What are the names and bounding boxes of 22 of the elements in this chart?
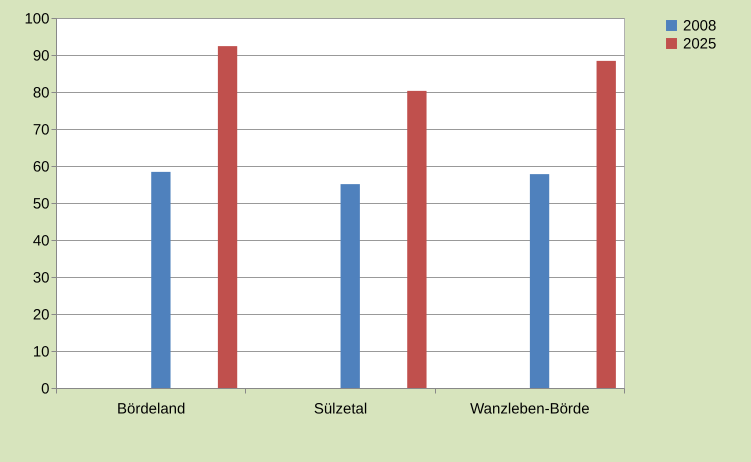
y-tick-label: 10 (32, 344, 50, 360)
legend-label: 2025 (683, 36, 716, 52)
y-tick-label: 80 (32, 84, 50, 102)
y-tick-label: 70 (32, 122, 50, 138)
y-tick-label: 30 (32, 270, 50, 286)
bar (218, 46, 238, 388)
bar (530, 174, 550, 388)
y-tick-label: 60 (32, 158, 50, 176)
bar (596, 60, 616, 388)
y-tick-label: 50 (32, 196, 50, 212)
bar (151, 172, 171, 388)
x-tick-label: Wanzleben-Börde (470, 400, 590, 418)
x-tick-label: Sülzetal (314, 400, 368, 418)
y-tick-label: 100 (24, 10, 50, 28)
y-tick-label: 20 (32, 306, 50, 324)
y-tick-label: 90 (32, 48, 50, 64)
bar (407, 90, 427, 388)
y-tick-label: 40 (32, 232, 50, 250)
bar (340, 184, 360, 388)
x-tick-label: Bördeland (116, 400, 186, 418)
y-tick-label: 0 (41, 380, 50, 398)
legend-label: 2008 (683, 18, 716, 34)
